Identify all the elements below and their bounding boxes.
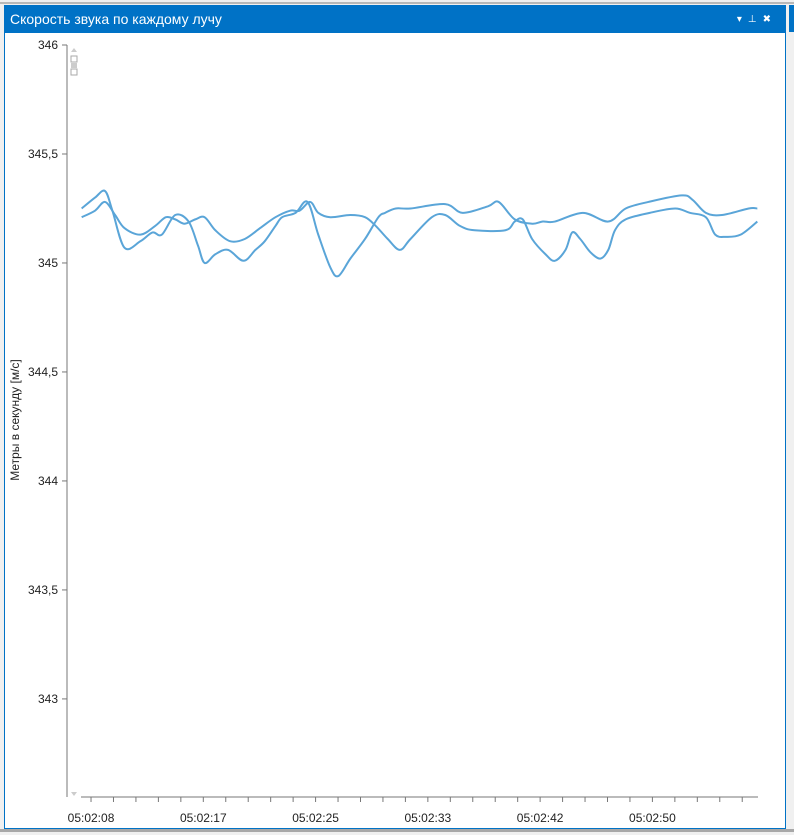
chart-panel: Скорость звука по каждому лучу ▾⊥✖ [4,5,786,829]
y-tick-label: 343 [38,692,58,706]
scroll-down-icon [71,792,77,796]
series-line-1 [81,189,758,278]
scroll-thumb-top [70,55,78,63]
y-tick-label: 344,5 [28,365,58,379]
scroll-thumb [71,63,77,68]
y-tick-label: 344 [38,474,58,488]
y-tick-label: 343,5 [28,583,58,597]
adjacent-panel-edge [789,5,794,32]
panel-title: Скорость звука по каждому лучу [10,11,222,27]
x-tick-label: 05:02:25 [292,811,339,825]
series-line-2 [81,200,758,262]
close-icon[interactable]: ✖ [762,14,777,25]
x-tick-label: 05:02:50 [629,811,676,825]
x-tick-label: 05:02:08 [68,811,115,825]
pin-icon[interactable]: ⊥ [747,14,763,25]
x-tick-label: 05:02:42 [517,811,564,825]
y-tick-label: 345,5 [28,147,58,161]
dropdown-icon[interactable]: ▾ [736,14,748,25]
top-divider [0,2,794,4]
bottom-divider [0,829,794,832]
scroll-thumb-bottom [70,68,78,76]
scroll-up-icon [71,48,77,52]
y-tick-label: 345 [38,256,58,270]
x-tick-label: 05:02:17 [180,811,227,825]
x-tick-label: 05:02:33 [404,811,451,825]
panel-title-bar[interactable]: Скорость звука по каждому лучу ▾⊥✖ [5,6,785,33]
y-tick-label: 346 [38,38,58,52]
